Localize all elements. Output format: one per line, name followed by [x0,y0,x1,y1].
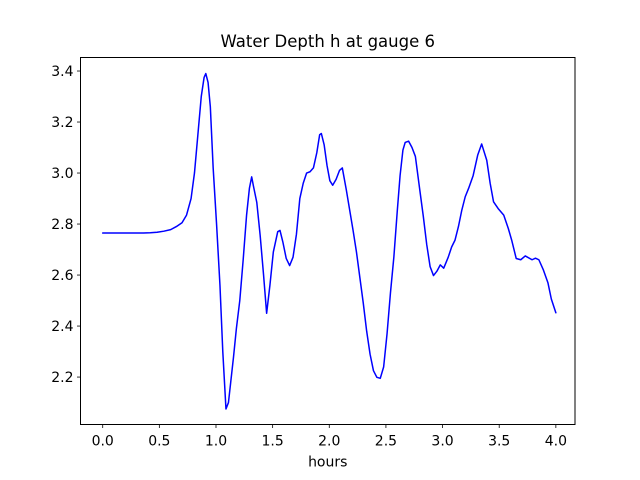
x-tick-label: 3.0 [431,434,453,450]
plot-frame [80,57,576,425]
x-tick-label: 1.0 [205,434,227,450]
x-tick-label: 2.0 [318,434,340,450]
y-tick-label: 3.0 [51,166,73,182]
x-tick-label: 4.0 [545,434,567,450]
data-series [101,72,557,410]
y-tick-label: 2.8 [51,217,73,233]
y-axis-ticks: 2.2 2.4 2.6 2.8 3.0 3.2 3.4 [51,64,81,386]
series-line-water-depth-h [101,72,557,410]
y-tick-label: 3.2 [51,115,73,131]
y-tick-label: 2.4 [51,319,73,335]
chart-title: Water Depth h at gauge 6 [221,32,435,51]
y-tick-label: 2.2 [51,370,73,386]
y-tick-label: 3.4 [51,64,73,80]
x-tick-label: 3.5 [488,434,510,450]
x-tick-label: 1.5 [262,434,284,450]
x-axis-ticks: 0.0 0.5 1.0 1.5 2.0 2.5 3.0 3.5 4.0 [92,424,567,450]
x-tick-label: 2.5 [375,434,397,450]
y-tick-label: 2.6 [51,268,73,284]
x-axis-label: hours [308,455,347,471]
x-tick-label: 0.5 [148,434,170,450]
x-tick-label: 0.0 [92,434,114,450]
